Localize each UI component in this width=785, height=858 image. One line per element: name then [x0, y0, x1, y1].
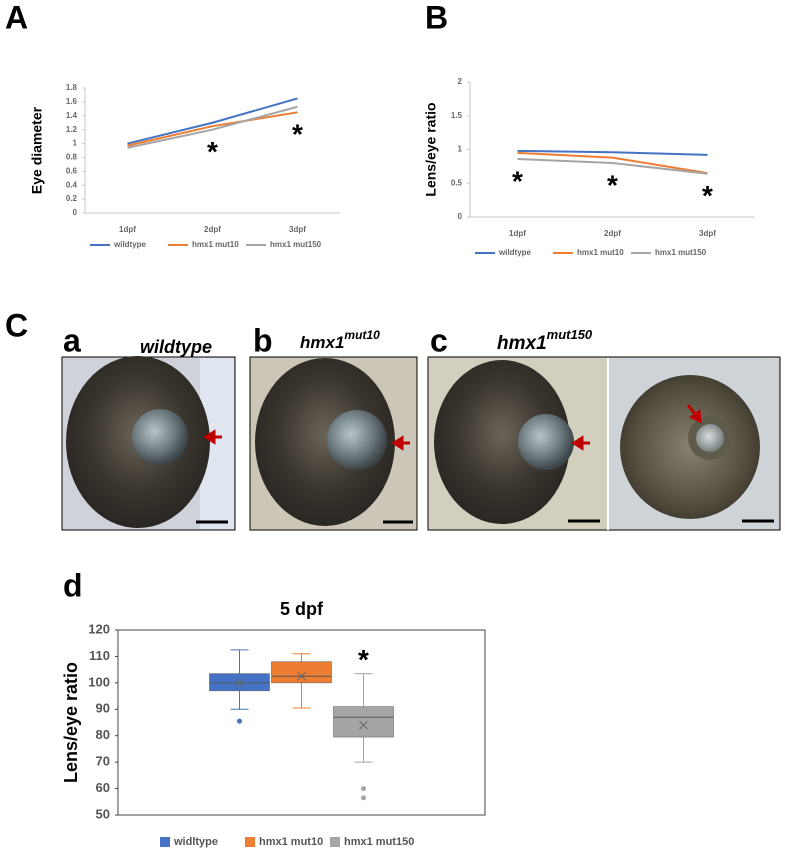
y-tick-label: 110	[89, 648, 110, 663]
y-tick-label: 1.6	[66, 97, 78, 106]
y-tick-label: 80	[96, 727, 110, 742]
gene: hmx1	[497, 333, 547, 354]
photo	[249, 356, 418, 531]
legend-label: hmx1 mut10	[192, 240, 239, 249]
x-tick-label: 2dpf	[204, 225, 221, 234]
y-tick-label: 0.6	[66, 166, 78, 175]
plot-frame	[117, 629, 486, 816]
y-tick-label: 1.4	[66, 111, 78, 120]
legend-label: hmx1 mut150	[270, 240, 322, 249]
legend-label: hmx1 mut150	[344, 836, 414, 848]
box	[271, 661, 332, 684]
y-tick-label: 0.4	[66, 180, 78, 189]
y-tick-label: 0.2	[66, 194, 78, 203]
y-tick-label: 0.8	[66, 153, 78, 162]
mean-marker	[235, 678, 244, 688]
annotation: *	[358, 644, 369, 675]
y-tick-label: 1	[458, 145, 463, 154]
photo	[427, 356, 781, 531]
legend-label: hmx1 mut10	[259, 836, 323, 848]
y-tick-label: 100	[88, 674, 110, 689]
allele: mut10	[344, 328, 380, 342]
series-line	[517, 149, 708, 156]
annotation: *	[292, 119, 303, 150]
y-tick-label: 2	[458, 77, 463, 86]
legend-label: hmx1 mut10	[577, 248, 624, 257]
y-axis-label: Lens/eye ratio	[423, 102, 439, 196]
outlier	[361, 786, 366, 792]
series-line	[127, 111, 298, 147]
annotation: *	[207, 136, 218, 167]
y-tick-label: 0	[458, 212, 463, 221]
x-tick-label: 1dpf	[119, 225, 136, 234]
box	[333, 706, 394, 738]
y-tick-label: 1	[73, 139, 78, 148]
chart-title: 5 dpf	[280, 599, 324, 619]
y-tick-label: 1.8	[66, 83, 78, 92]
panel-title: hmx1mut10	[300, 328, 380, 352]
legend-label: wildtype	[113, 240, 147, 249]
panel-title: wildtype	[140, 337, 212, 357]
mean-marker	[297, 671, 306, 681]
panel-label: a	[63, 322, 81, 358]
legend-label: widltype	[173, 836, 218, 848]
y-tick-label: 120	[88, 621, 110, 636]
panel-label: b	[253, 322, 273, 358]
legend-swatch	[330, 837, 340, 847]
mean-marker	[359, 720, 368, 730]
annotation: *	[607, 169, 618, 200]
x-tick-label: 2dpf	[604, 229, 621, 238]
y-tick-label: 50	[96, 806, 110, 821]
y-axis-label: Lens/eye ratio	[61, 662, 81, 783]
y-tick-label: 1.2	[66, 125, 78, 134]
panel-label: d	[63, 567, 83, 603]
x-tick-label: 3dpf	[699, 229, 716, 238]
y-tick-label: 0.5	[451, 178, 463, 187]
y-tick-label: 70	[96, 754, 110, 769]
legend-swatch	[245, 837, 255, 847]
legend-label: hmx1 mut150	[655, 248, 707, 257]
panel-label: c	[430, 322, 448, 358]
series-line	[517, 151, 708, 175]
series-line	[127, 105, 298, 149]
panel-title: hmx1mut150	[497, 327, 593, 354]
panel-label: B	[425, 0, 448, 35]
x-tick-label: 3dpf	[289, 225, 306, 234]
y-tick-label: 1.5	[451, 111, 463, 120]
annotation: *	[512, 165, 523, 196]
allele: mut150	[547, 327, 593, 342]
gene: hmx1	[300, 333, 344, 352]
panel-label: C	[5, 307, 28, 343]
outlier	[237, 718, 242, 724]
series-line	[127, 97, 298, 145]
series-line	[517, 157, 708, 175]
panel-label: A	[5, 0, 28, 35]
x-tick-label: 1dpf	[509, 229, 526, 238]
photo	[61, 356, 236, 531]
legend-swatch	[160, 837, 170, 847]
y-tick-label: 90	[96, 701, 110, 716]
y-tick-label: 60	[96, 780, 110, 795]
legend-label: wildtype	[498, 248, 532, 257]
outlier	[361, 795, 366, 801]
y-tick-label: 0	[73, 208, 78, 217]
annotation: *	[702, 180, 713, 211]
y-axis-label: Eye diameter	[29, 106, 45, 194]
